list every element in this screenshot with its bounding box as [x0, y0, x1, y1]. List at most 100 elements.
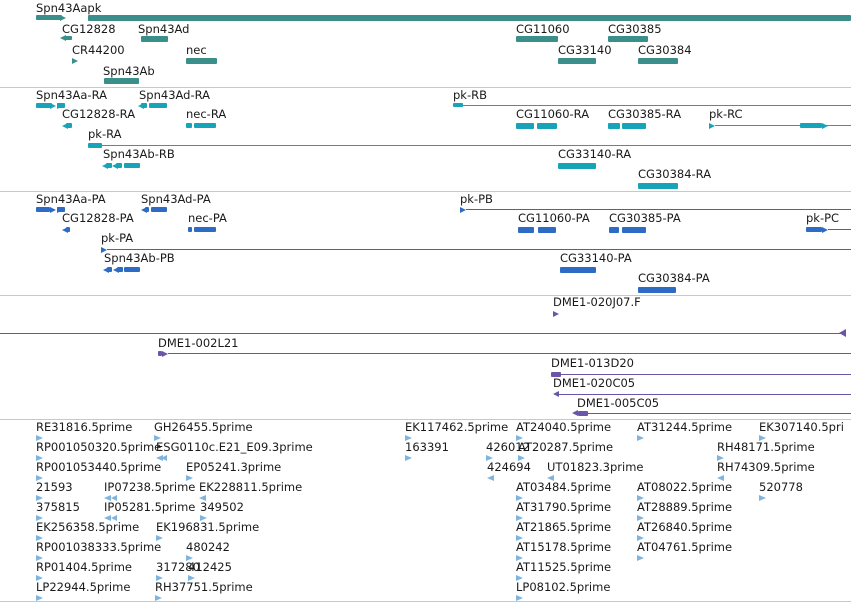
est-arrow-right-icon[interactable]: [637, 514, 644, 521]
feature-glyph[interactable]: [141, 103, 147, 108]
transcript-line[interactable]: [715, 125, 851, 126]
est-arrow-right-icon[interactable]: [516, 434, 523, 441]
feature-glyph[interactable]: [117, 267, 123, 272]
est-arrow-right-icon[interactable]: [36, 534, 43, 541]
feature-glyph[interactable]: [538, 227, 556, 233]
est-arrow-right-icon[interactable]: [36, 474, 43, 481]
est-arrow-right-icon[interactable]: [154, 434, 161, 441]
est-arrow-right-icon[interactable]: [188, 574, 195, 581]
feature-glyph[interactable]: [516, 123, 534, 129]
feature-glyph[interactable]: [194, 123, 216, 128]
clone-line[interactable]: [0, 333, 843, 334]
feature-glyph[interactable]: [800, 123, 822, 128]
est-arrow-right-icon[interactable]: [36, 434, 43, 441]
est-arrow-right-icon[interactable]: [759, 494, 766, 501]
feature-glyph[interactable]: [188, 227, 192, 232]
feature-glyph[interactable]: [88, 143, 102, 148]
feature-glyph[interactable]: [609, 227, 619, 233]
est-arrow-right-icon[interactable]: [516, 574, 523, 581]
est-arrow-right-icon[interactable]: [156, 574, 163, 581]
est-arrow-right-icon[interactable]: [486, 454, 493, 461]
feature-glyph[interactable]: [36, 207, 50, 212]
feature-glyph[interactable]: [560, 267, 596, 273]
feature-glyph[interactable]: [194, 227, 216, 232]
est-arrow-right-icon[interactable]: [36, 574, 43, 581]
clone-line[interactable]: [559, 394, 851, 395]
gene-glyph[interactable]: [88, 15, 851, 21]
est-arrow-right-icon[interactable]: [637, 534, 644, 541]
feature-glyph[interactable]: [145, 207, 149, 212]
clone-line[interactable]: [588, 413, 851, 414]
est-arrow-right-icon[interactable]: [518, 454, 525, 461]
clone-line[interactable]: [168, 353, 851, 354]
est-arrow-left-icon[interactable]: [199, 494, 206, 501]
feature-glyph[interactable]: [608, 36, 648, 42]
feature-glyph[interactable]: [64, 36, 72, 40]
feature-glyph[interactable]: [638, 58, 678, 64]
feature-glyph[interactable]: [622, 227, 646, 233]
feature-glyph[interactable]: [124, 267, 140, 272]
est-arrow-right-icon[interactable]: [516, 514, 523, 521]
feature-glyph[interactable]: [537, 123, 557, 129]
est-arrow-right-icon[interactable]: [186, 554, 193, 561]
feature-glyph[interactable]: [107, 267, 112, 272]
est-arrow-right-icon[interactable]: [36, 514, 43, 521]
transcript-line[interactable]: [107, 249, 851, 250]
feature-glyph[interactable]: [104, 78, 139, 84]
feature-glyph[interactable]: [453, 103, 463, 107]
feature-glyph[interactable]: [622, 123, 646, 129]
est-arrow-right-icon[interactable]: [156, 534, 163, 541]
est-arrow-right-icon[interactable]: [516, 534, 523, 541]
feature-glyph[interactable]: [638, 287, 676, 293]
transcript-line[interactable]: [102, 145, 851, 146]
est-arrow-right-icon[interactable]: [637, 494, 644, 501]
est-arrow-left-icon[interactable]: [156, 454, 163, 461]
feature-glyph[interactable]: [106, 163, 112, 168]
feature-glyph[interactable]: [57, 103, 65, 108]
est-arrow-left-icon[interactable]: [487, 474, 494, 481]
feature-glyph[interactable]: [124, 163, 140, 168]
feature-glyph[interactable]: [141, 36, 168, 42]
feature-glyph[interactable]: [516, 36, 558, 42]
feature-glyph[interactable]: [158, 351, 162, 356]
est-arrow-right-icon[interactable]: [637, 434, 644, 441]
transcript-line[interactable]: [828, 229, 851, 230]
feature-glyph[interactable]: [578, 411, 588, 416]
feature-glyph[interactable]: [806, 227, 822, 232]
est-arrow-left-icon[interactable]: [104, 494, 111, 501]
est-arrow-left-icon[interactable]: [104, 514, 111, 521]
gene-glyph[interactable]: [36, 15, 62, 20]
est-arrow-right-icon[interactable]: [405, 454, 412, 461]
feature-glyph[interactable]: [608, 123, 620, 129]
feature-glyph[interactable]: [551, 372, 561, 377]
feature-glyph[interactable]: [36, 103, 52, 108]
est-arrow-right-icon[interactable]: [186, 474, 193, 481]
transcript-line[interactable]: [466, 209, 851, 210]
feature-glyph[interactable]: [638, 183, 678, 189]
est-arrow-right-icon[interactable]: [36, 494, 43, 501]
transcript-line[interactable]: [463, 105, 851, 106]
est-arrow-right-icon[interactable]: [516, 554, 523, 561]
feature-glyph[interactable]: [518, 227, 534, 233]
est-arrow-right-icon[interactable]: [36, 554, 43, 561]
feature-glyph[interactable]: [116, 163, 122, 168]
feature-glyph[interactable]: [186, 58, 217, 64]
feature-glyph[interactable]: [66, 123, 72, 128]
clone-line[interactable]: [561, 374, 851, 375]
est-arrow-right-icon[interactable]: [36, 594, 43, 601]
est-arrow-left-icon[interactable]: [717, 474, 724, 481]
feature-glyph[interactable]: [558, 163, 596, 169]
feature-glyph[interactable]: [66, 227, 70, 232]
feature-glyph[interactable]: [151, 207, 167, 212]
est-arrow-right-icon[interactable]: [516, 494, 523, 501]
est-arrow-right-icon[interactable]: [155, 594, 162, 601]
feature-glyph[interactable]: [558, 58, 596, 64]
feature-glyph[interactable]: [57, 207, 65, 212]
est-arrow-right-icon[interactable]: [36, 454, 43, 461]
feature-glyph[interactable]: [186, 123, 192, 128]
est-arrow-right-icon[interactable]: [717, 454, 724, 461]
est-arrow-right-icon[interactable]: [405, 434, 412, 441]
feature-glyph[interactable]: [149, 103, 167, 108]
est-arrow-right-icon[interactable]: [200, 514, 207, 521]
est-arrow-right-icon[interactable]: [759, 434, 766, 441]
